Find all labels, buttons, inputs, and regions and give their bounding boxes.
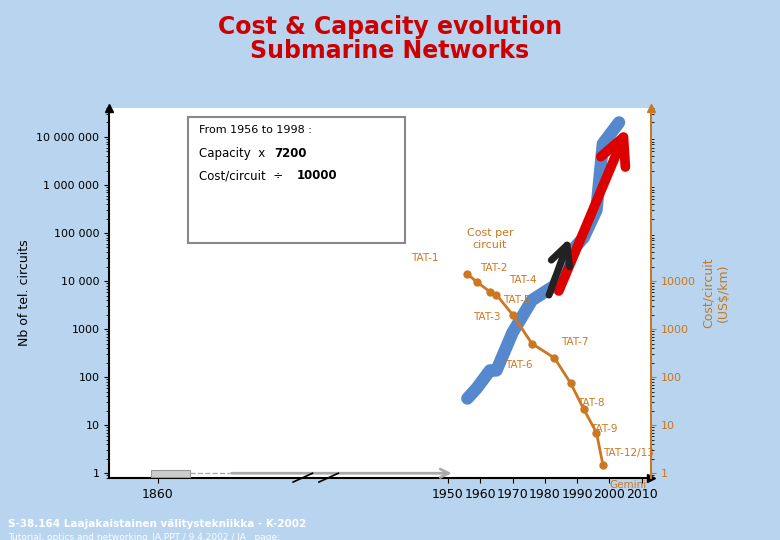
Text: S-38.164 Laajakaistainen välitystekniikka - K-2002: S-38.164 Laajakaistainen välitystekniikk…	[8, 519, 306, 529]
FancyBboxPatch shape	[188, 117, 405, 243]
Text: TAT-4: TAT-4	[509, 275, 537, 285]
Text: Cost/circuit  ÷: Cost/circuit ÷	[199, 169, 286, 182]
Text: TAT-3: TAT-3	[473, 312, 501, 322]
Text: Cost & Capacity evolution: Cost & Capacity evolution	[218, 15, 562, 39]
Text: TAT-6: TAT-6	[505, 361, 533, 370]
Y-axis label: Nb of tel. circuits: Nb of tel. circuits	[18, 240, 31, 346]
Text: TAT-1: TAT-1	[411, 253, 438, 262]
Text: TAT-12/13: TAT-12/13	[603, 448, 654, 458]
Text: 10000: 10000	[296, 169, 337, 182]
Text: 7200: 7200	[275, 147, 307, 160]
Text: From 1956 to 1998 :: From 1956 to 1998 :	[199, 125, 311, 134]
Text: TAT-2: TAT-2	[480, 262, 508, 273]
Text: TAT-7: TAT-7	[561, 336, 588, 347]
Text: TAT-5: TAT-5	[503, 295, 530, 305]
Text: Capacity  x: Capacity x	[199, 147, 268, 160]
FancyBboxPatch shape	[151, 470, 190, 477]
Text: Gemini: Gemini	[609, 480, 647, 490]
Y-axis label: Cost/circuit
(US$/km): Cost/circuit (US$/km)	[701, 258, 729, 328]
Text: TAT-9: TAT-9	[590, 424, 618, 434]
Text: TAT-8: TAT-8	[577, 399, 605, 408]
Text: Tutorial, optics and networking_JA.PPT / 9.4.2002 / JA   page:: Tutorial, optics and networking_JA.PPT /…	[8, 532, 280, 540]
Text: Submarine Networks: Submarine Networks	[250, 39, 530, 63]
Text: Cost per
circuit: Cost per circuit	[466, 228, 513, 250]
